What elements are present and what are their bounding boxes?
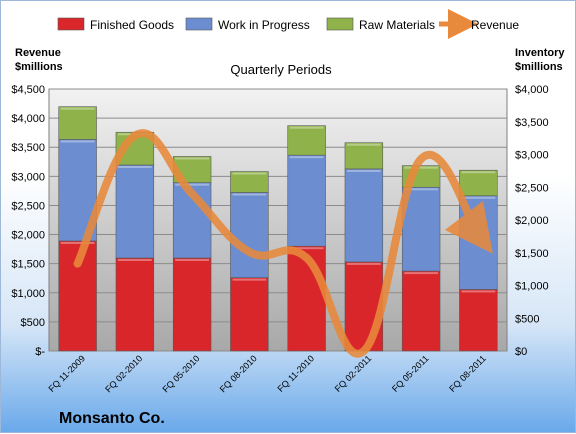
legend-label-raw-materials: Raw Materials [359,18,435,32]
right-axis-ticks: $0 $500 $1,000 $1,500 $2,000 $2,500 $3,000 $3,5… [515,84,549,358]
right-tick-label: $2,500 [515,182,549,194]
bar-highlight [232,193,267,196]
left-tick-label: $2,000 [11,230,45,242]
bar-highlight [461,290,496,293]
x-tick-label: FQ 11-2009 [46,353,87,394]
x-tick-label: FQ 02-2010 [103,353,144,394]
bar-finished-goods [459,289,498,352]
right-axis-title-line2: $millions [515,61,563,73]
right-tick-label: $1,000 [515,281,549,293]
x-tick-label: FQ 08-2011 [447,353,488,394]
left-tick-label: $- [35,346,45,358]
right-tick-label: $2,000 [515,215,549,227]
left-tick-label: $4,500 [11,84,45,96]
legend-label-work-in-progress: Work in Progress [218,18,310,32]
right-tick-label: $4,000 [515,84,549,96]
bar-highlight [175,258,210,261]
left-tick-label: $2,500 [11,200,45,212]
left-tick-label: $1,500 [11,259,45,271]
bar-finished-goods [287,245,326,352]
bar-work-in-progress [344,168,384,263]
bar-highlight [461,196,496,199]
bar-highlight [404,188,439,191]
bar-highlight [461,171,496,174]
bar-highlight [232,172,267,175]
company-name: Monsanto Co. [59,410,165,427]
right-tick-label: $3,000 [515,150,549,162]
bar-highlight [289,126,324,129]
x-tick-label: FQ 11-2010 [275,353,316,394]
bar-highlight [60,241,95,244]
revenue-line [73,129,493,358]
x-axis-ticks: FQ 11-2009 FQ 02-2010 FQ 05-2010 FQ 08-2010… [46,353,487,394]
bar-highlight [117,165,152,168]
legend-swatch-work-in-progress [185,17,213,31]
x-tick-label: FQ 05-2011 [390,353,431,394]
right-axis-title-line1: Inventory [515,47,565,59]
left-tick-label: $3,000 [11,171,45,183]
right-tick-label: $3,500 [515,117,549,129]
legend-swatch-raw-materials [326,17,354,31]
legend-label-revenue: Revenue [471,18,519,32]
bar-highlight [60,140,95,143]
bar-raw-materials [287,125,326,156]
left-axis-title-line2: $millions [15,61,63,73]
bar-highlight [117,258,152,261]
bar-highlight [60,107,95,110]
legend-swatch-finished-goods [57,17,85,31]
bar-finished-goods [172,257,212,352]
bar-highlight [175,157,210,160]
right-tick-label: $1,500 [515,248,549,260]
bar-work-in-progress [401,186,441,272]
bar-highlight [289,247,324,250]
bar-finished-goods [344,261,384,352]
bar-highlight [175,183,210,186]
plot-title: Quarterly Periods [230,62,332,77]
right-tick-label: $500 [515,313,539,325]
bar-raw-materials [58,106,97,140]
bar-work-in-progress [115,164,155,259]
bar-work-in-progress [287,154,326,247]
bar-raw-materials [230,171,269,193]
right-tick-label: $0 [515,346,527,358]
left-axis-ticks: $- $500 $1,000 $1,500 $2,000 $2,500 $3,000 $3,5… [11,84,45,358]
bar-finished-goods [230,277,269,352]
bar-finished-goods [115,257,155,352]
bar-work-in-progress [230,192,269,278]
legend-label-finished-goods: Finished Goods [90,18,174,32]
bar-highlight [404,166,439,169]
x-tick-label: FQ 02-2011 [333,353,374,394]
left-tick-label: $500 [21,317,45,329]
bar-highlight [232,278,267,281]
bar-highlight [346,262,381,265]
legend: Finished Goods Work in Progress Raw Materi… [57,9,519,39]
bar-highlight [289,156,324,159]
bar-finished-goods [401,270,441,352]
left-tick-label: $3,500 [11,142,45,154]
bar-highlight [404,272,439,275]
revenue-line-group [73,129,493,358]
bar-highlight [346,143,381,146]
x-tick-label: FQ 05-2010 [161,353,202,394]
left-axis-title-line1: Revenue [15,47,61,59]
left-tick-label: $1,000 [11,288,45,300]
bar-highlight [346,169,381,172]
x-tick-label: FQ 08-2010 [218,353,259,394]
left-tick-label: $4,000 [11,113,45,125]
bar-raw-materials [344,142,384,170]
bar-raw-materials [459,169,498,197]
